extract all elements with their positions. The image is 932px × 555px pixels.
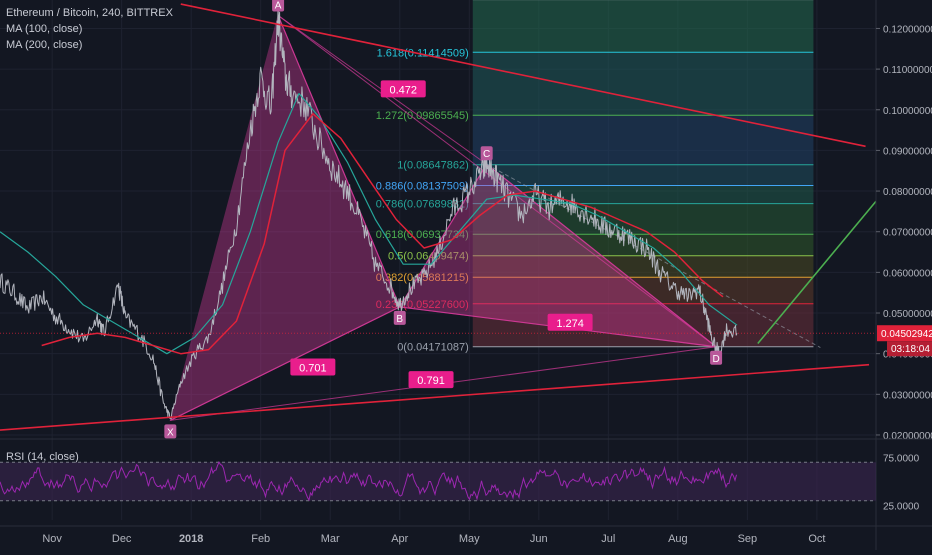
time-tick-label: Oct [808, 533, 825, 545]
rsi-band [0, 462, 876, 501]
pattern-leg [170, 306, 401, 421]
time-tick-label: Aug [668, 533, 688, 545]
point-label-text: D [712, 354, 719, 365]
time-tick-label: Mar [321, 533, 340, 545]
point-label-text: B [396, 314, 403, 325]
ma100-legend[interactable]: MA (100, close) [6, 23, 83, 35]
fib-band [472, 0, 814, 53]
ma100-line[interactable] [0, 92, 738, 355]
ma200-legend[interactable]: MA (200, close) [6, 39, 83, 51]
rsi-tick-label: 75.0000 [883, 453, 920, 464]
ratio-label-text: 0.791 [417, 375, 445, 387]
price-tick-label: 0.11000000 [883, 65, 932, 76]
countdown-bg [887, 341, 932, 357]
symbol-title[interactable]: Ethereum / Bitcoin, 240, BITTREX [6, 7, 173, 19]
ratio-label-bg [380, 80, 426, 98]
rsi-pane[interactable]: RSI (14, close) 75.0000 25.0000 [0, 451, 920, 513]
pattern-point-b[interactable]: B [393, 310, 406, 325]
pattern-point-d[interactable]: D [710, 350, 723, 365]
time-tick-label: Jul [601, 533, 615, 545]
fib-band [472, 303, 814, 347]
harmonic-pattern[interactable] [169, 13, 821, 422]
point-label-text: C [483, 149, 490, 160]
time-tick-label: May [459, 533, 480, 545]
time-tick-label: Feb [251, 533, 270, 545]
ma200-line[interactable] [41, 113, 724, 355]
pattern-leg [486, 163, 717, 348]
price-tick-label: 0.10000000 [883, 106, 932, 117]
fib-level-label: 0.786(0.07689832) [376, 199, 469, 211]
price-tick-label: 0.09000000 [883, 146, 932, 157]
pattern-ratio-label[interactable]: 1.274 [547, 313, 593, 331]
last-price-label: 0.04502942 [881, 329, 932, 340]
point-label-bg [710, 350, 723, 365]
point-label-bg [480, 146, 493, 161]
fib-band [472, 255, 814, 278]
fib-level-label: 0.886(0.08137509) [376, 180, 469, 192]
ratio-label-bg [547, 313, 593, 331]
countdown-label: 03:18:04 [891, 344, 930, 355]
price-tick-label: 0.07000000 [883, 228, 932, 239]
price-tick-label: 0.06000000 [883, 268, 932, 279]
price-tick-label: 0.05000000 [883, 309, 932, 320]
time-tick-label: Apr [391, 533, 408, 545]
point-label-bg [272, 0, 285, 12]
ratio-label-text: 1.274 [556, 318, 584, 330]
pattern-leg [277, 15, 401, 308]
fib-band [472, 164, 814, 186]
price-tick-label: 0.08000000 [883, 187, 932, 198]
pattern-ratio-label[interactable]: 0.701 [290, 358, 336, 376]
point-label-bg [393, 310, 406, 325]
pattern-ratio-label[interactable]: 0.791 [408, 371, 454, 389]
price-tick-label: 0.12000000 [883, 24, 932, 35]
fib-band [472, 277, 814, 304]
pattern-point-c[interactable]: C [480, 146, 493, 161]
fib-level-label: 1.618(0.11414509) [377, 47, 469, 59]
rsi-legend: RSI (14, close) [6, 451, 79, 463]
point-label-text: A [275, 0, 282, 11]
fib-band [472, 115, 814, 165]
time-tick-label: Dec [112, 533, 132, 545]
pattern-point-x[interactable]: X [164, 424, 177, 439]
point-label-bg [164, 424, 177, 439]
fib-band [472, 203, 814, 235]
price-line[interactable] [0, 0, 738, 420]
time-tick-label: Sep [738, 533, 758, 545]
upper-trendline[interactable] [180, 3, 866, 148]
price-axis[interactable]: 0.12000000 0.11000000 0.10000000 0.09000000… [875, 0, 932, 550]
fib-level-label: 0.382(0.05881215) [376, 272, 469, 284]
time-tick-label: Jun [530, 533, 548, 545]
rsi-line[interactable] [0, 460, 737, 502]
ratio-label-text: 0.701 [299, 362, 327, 374]
rsi-tick-label: 25.0000 [883, 502, 920, 513]
fib-level-label: 1(0.08647862) [397, 160, 469, 172]
price-tick-label: 0.02000000 [883, 431, 932, 442]
projection-line[interactable] [757, 200, 877, 345]
fib-level-label: 0(0.04171087) [397, 342, 469, 354]
fib-retracement[interactable]: 0(0.04171087)0.236(0.05227600)0.382(0.05… [376, 0, 814, 354]
price-tick-label: 0.03000000 [883, 390, 932, 401]
time-axis[interactable]: Nov Dec 2018 Feb Mar Apr May Jun Jul Aug Sep Oct [0, 525, 932, 545]
trend-lines[interactable] [0, 3, 877, 431]
last-price-bg [877, 325, 932, 342]
chart-legend: Ethereum / Bitcoin, 240, BITTREX MA (100… [6, 5, 173, 53]
time-tick-label: 2018 [179, 533, 203, 545]
price-axis-bg [876, 0, 932, 550]
pattern-point-a[interactable]: A [272, 0, 285, 12]
ratio-label-bg [290, 358, 336, 376]
pattern-ratio-label[interactable]: 0.472 [380, 80, 426, 98]
fib-level-label: 1.272(0.09865545) [376, 110, 469, 122]
ratio-label-text: 0.472 [389, 84, 417, 96]
lower-trendline[interactable] [0, 363, 870, 431]
point-label-text: X [167, 427, 174, 438]
time-tick-label: Nov [42, 533, 62, 545]
fib-level-label: 0.5(0.06409474) [388, 251, 469, 263]
fib-band [472, 52, 814, 116]
ratio-label-bg [408, 371, 454, 389]
fib-band [472, 185, 814, 204]
